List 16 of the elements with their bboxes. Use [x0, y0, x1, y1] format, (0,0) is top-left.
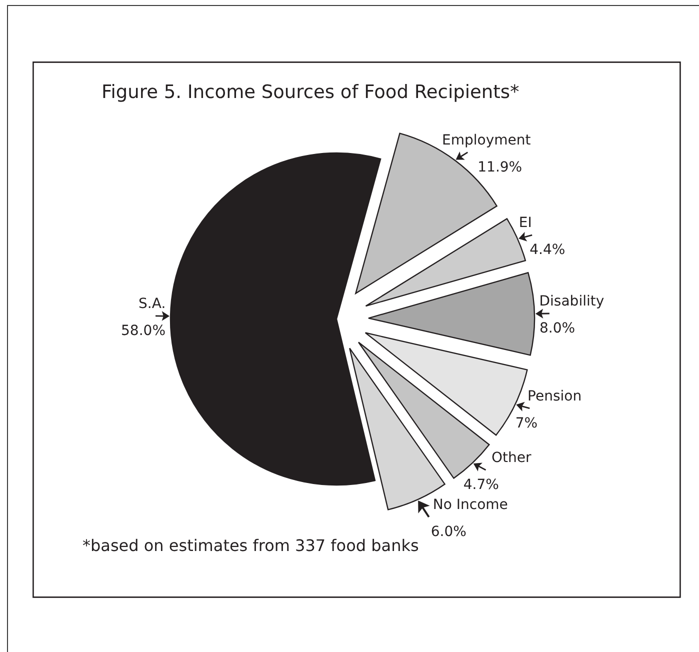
slice-label: S.A. — [138, 296, 166, 312]
data-label: 7% — [514, 415, 538, 432]
slice-label: EI — [518, 215, 532, 232]
text: *based on estimates from 337 food banks — [82, 536, 418, 555]
slice-label: No Income — [432, 497, 508, 513]
data-label: 6.0% — [430, 524, 466, 540]
slice-label: Other — [490, 450, 531, 466]
chart-title: Figure 5. Income Sources of Food Recipients* — [101, 82, 519, 103]
slice-label: Disability — [538, 294, 604, 310]
data-label: 8.0% — [538, 320, 575, 336]
slice-label: Pension — [527, 388, 582, 404]
data-label: 11.9% — [477, 159, 522, 176]
data-label: 4.4% — [529, 242, 565, 258]
data-label: 58.0% — [120, 322, 166, 339]
slice-label: Employment — [442, 132, 531, 148]
data-label: 4.7% — [462, 477, 498, 493]
